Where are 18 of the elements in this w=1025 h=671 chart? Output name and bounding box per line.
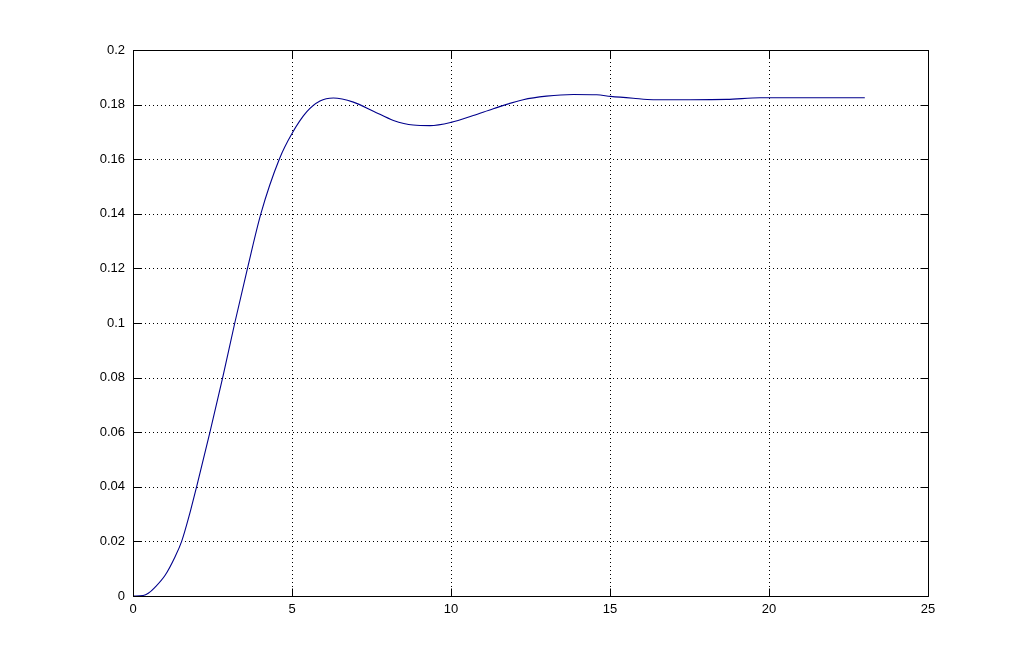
x-tick-label: 15	[602, 601, 618, 617]
y-tick-label: 0	[117, 587, 125, 603]
y-tick-label: 0.02	[99, 532, 125, 548]
y-tick-label: 0.12	[99, 259, 125, 275]
y-tick-label: 0.08	[99, 369, 125, 385]
y-tick-label: 0.16	[99, 150, 125, 166]
y-tick-label: 0.14	[99, 205, 125, 221]
x-tick-label: 25	[920, 601, 936, 617]
x-tick-label: 0	[129, 601, 137, 617]
x-tick-label: 5	[288, 601, 296, 617]
x-tick-label: 20	[761, 601, 777, 617]
y-tick-label: 0.1	[106, 314, 125, 330]
x-tick-label: 10	[443, 601, 459, 617]
y-tick-label: 0.06	[99, 423, 125, 439]
line-series	[133, 93, 865, 596]
y-tick-label: 0.04	[99, 478, 125, 494]
y-tick-label: 0.18	[99, 96, 125, 112]
y-tick-label: 0.2	[106, 41, 125, 57]
